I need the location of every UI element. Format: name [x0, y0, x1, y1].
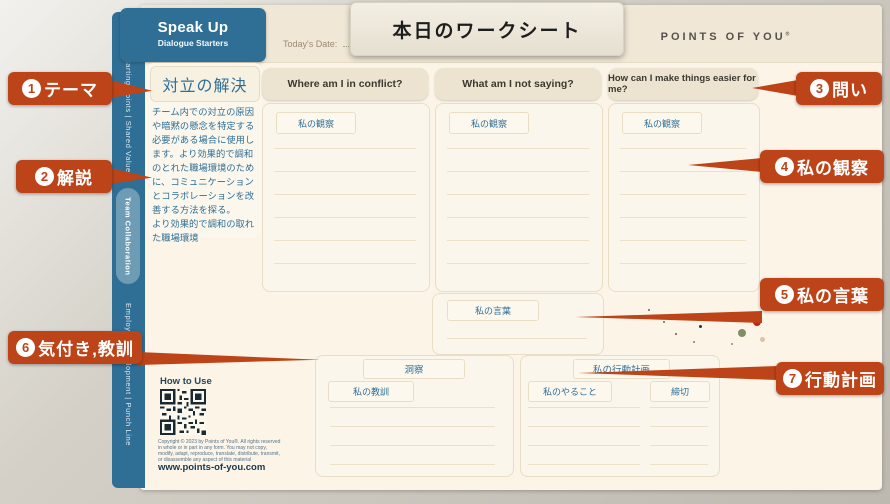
sidebar-item-starting-points[interactable]: Starting Points | Shared Values [124, 54, 133, 178]
sidebar-item-team-collaboration[interactable]: Team Collaboration [116, 188, 140, 284]
ruled-lines-3 [620, 148, 746, 278]
annotation-6-awareness-lessons: 6 気付き,教訓 [8, 331, 142, 364]
annotation-4-number: 4 [775, 157, 794, 176]
brand-box: Speak Up Dialogue Starters [120, 8, 266, 62]
page-title: 本日のワークシート [350, 2, 624, 56]
sidebar-item-employee-development[interactable]: Employee Development | Punch Line [124, 303, 133, 447]
action-plan-deadline-lines [650, 407, 708, 467]
annotation-3-number: 3 [810, 79, 829, 98]
annotation-2-commentary: 2 解説 [16, 160, 112, 193]
qr-code[interactable] [160, 389, 206, 435]
annotation-4-label: 私の観察 [797, 159, 869, 178]
annotation-5-number: 5 [775, 285, 794, 304]
copyright-text: Copyright © 2023 by Points of You®. All … [158, 439, 281, 463]
observation-label-2: 私の観察 [449, 112, 529, 134]
action-plan-deadline-label: 締切 [650, 381, 710, 402]
insight-header: 洞察 [363, 359, 465, 379]
annotation-7-number: 7 [783, 369, 802, 388]
annotation-5-my-words: 5 私の言葉 [760, 278, 884, 311]
annotation-3-question: 3 問い [796, 72, 882, 105]
brand-subtitle: Dialogue Starters [157, 38, 229, 48]
question-pill-1: Where am I in conflict? [262, 68, 428, 100]
ruled-lines-2 [447, 148, 589, 278]
action-plan-todo-label: 私のやること [528, 381, 612, 402]
website-url[interactable]: www.points-of-you.com [158, 462, 266, 473]
brand-title: Speak Up [157, 19, 229, 36]
action-plan-header: 私の行動計画 [573, 359, 670, 379]
annotation-3-label: 問い [832, 81, 868, 100]
observation-label-1: 私の観察 [276, 112, 356, 134]
observation-label-3: 私の観察 [622, 112, 702, 134]
annotation-2-number: 2 [35, 167, 54, 186]
theme-title: 対立の解決 [150, 66, 260, 102]
annotation-1-label: テーマ [44, 81, 98, 100]
my-words-line [447, 338, 587, 340]
todays-date-label: Today's Date: [283, 39, 338, 49]
points-of-you-logo: POINTS OF YOU® [655, 31, 795, 43]
ruled-lines-1 [274, 148, 416, 278]
theme-description-p2: より効果的で調和の取れた職場環境 [152, 219, 255, 243]
annotation-7-label: 行動計画 [805, 371, 877, 390]
theme-description-p1: チーム内での対立の原因や暗黙の懸念を特定する必要がある場合に使用します。より効果… [152, 107, 255, 215]
annotation-7-action-plan: 7 行動計画 [776, 362, 884, 395]
annotation-1-theme: 1 テーマ [8, 72, 112, 105]
my-words-label: 私の言葉 [447, 300, 539, 321]
registered-mark: ® [785, 31, 790, 38]
theme-description: チーム内での対立の原因や暗黙の懸念を特定する必要がある場合に使用します。より効果… [152, 105, 258, 245]
insight-lessons-label: 私の教訓 [328, 381, 414, 402]
question-pill-2: What am I not saying? [435, 68, 601, 100]
action-plan-todo-lines [528, 407, 640, 467]
annotation-5-label: 私の言葉 [797, 287, 869, 306]
annotation-6-label: 気付き,教訓 [38, 340, 134, 359]
logo-text: POINTS OF YOU [660, 31, 786, 43]
annotation-2-label: 解説 [57, 169, 93, 188]
how-to-use-label: How to Use [160, 376, 212, 387]
question-pill-3: How can I make things easier for me? [608, 68, 758, 100]
annotation-1-number: 1 [22, 79, 41, 98]
annotation-6-number: 6 [16, 338, 36, 357]
annotation-4-my-observation: 4 私の観察 [760, 150, 884, 183]
insight-lines [330, 407, 495, 467]
qr-code-svg [160, 389, 206, 435]
